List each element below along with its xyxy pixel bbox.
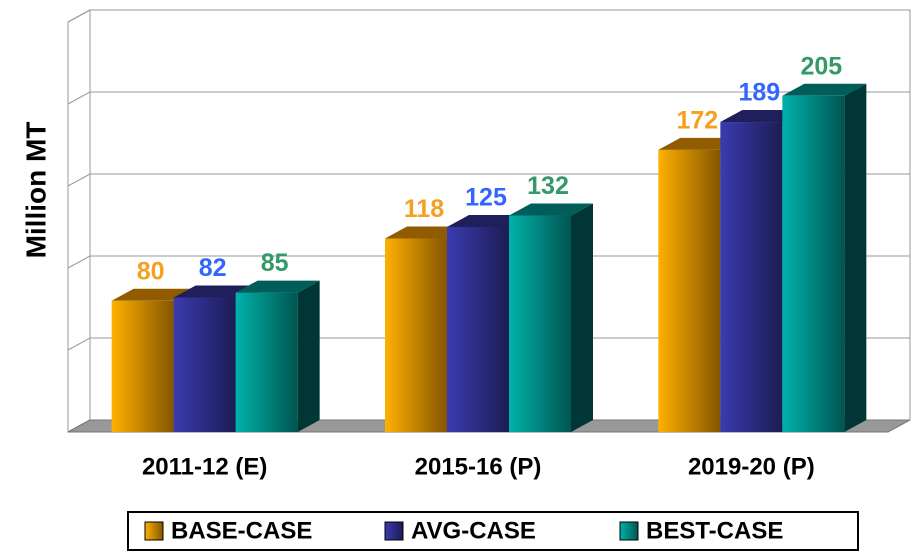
bar (509, 215, 571, 432)
grid-line (67, 91, 910, 105)
legend-label: AVG-CASE (411, 517, 536, 544)
data-label: 125 (465, 184, 507, 212)
bar (111, 300, 174, 432)
legend-swatch (619, 521, 639, 541)
legend-label: BEST-CASE (646, 517, 783, 544)
legend-label: BASE-CASE (171, 517, 312, 544)
grid-line (67, 9, 910, 23)
data-label: 205 (800, 52, 842, 80)
data-label: 172 (676, 107, 718, 135)
bar-side (297, 280, 320, 432)
grid-line (67, 337, 910, 351)
x-tick-label: 2015-16 (P) (415, 453, 542, 480)
bar (720, 122, 783, 432)
bar (235, 292, 298, 432)
bar (658, 149, 721, 433)
bar-top (509, 203, 593, 216)
bar (173, 297, 236, 432)
data-label: 132 (527, 172, 569, 200)
y-axis-label: Million MT (20, 122, 51, 259)
bar-side (844, 83, 867, 433)
x-tick-label: 2011-12 (E) (142, 453, 267, 480)
legend-swatch (144, 521, 164, 541)
grid-line (67, 173, 910, 187)
legend-swatch (384, 521, 404, 541)
data-label: 189 (738, 79, 780, 107)
data-label: 80 (137, 257, 165, 285)
side-wall (67, 9, 91, 433)
bar-top (235, 280, 320, 293)
bar (782, 95, 845, 433)
data-label: 118 (404, 195, 444, 223)
data-label: 85 (261, 249, 289, 277)
x-tick-label: 2019-20 (P) (688, 453, 815, 480)
bar (385, 238, 447, 432)
grid-line (67, 255, 910, 269)
bar-side (571, 203, 593, 432)
legend-box (127, 511, 859, 551)
data-label: 82 (199, 254, 227, 282)
bar (447, 227, 509, 432)
bar-top (782, 83, 867, 96)
